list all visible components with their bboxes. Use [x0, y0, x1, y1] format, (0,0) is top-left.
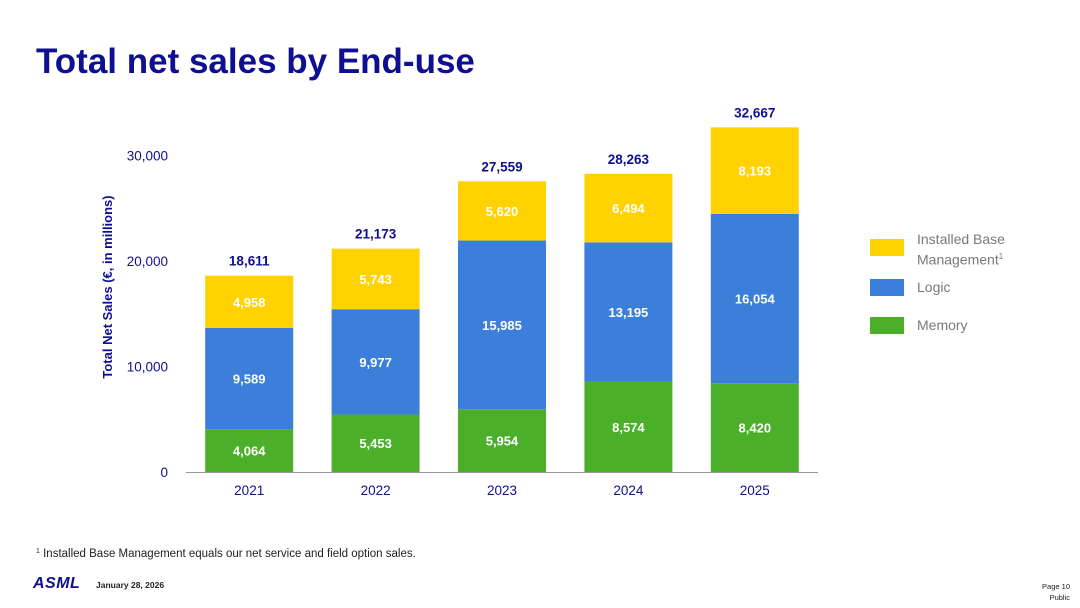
bar-installed-base-management-2022 [331, 248, 420, 310]
value-label-logic-2024: 13,195 [609, 305, 649, 320]
page-info: Page 10 Public [1042, 581, 1070, 603]
x-tick-label-2021: 2021 [234, 483, 264, 498]
value-label-installed-base-management-2022: 5,743 [359, 272, 392, 287]
legend-label-memory: Memory [917, 317, 968, 333]
legend-swatch-logic [870, 279, 904, 296]
y-tick-labels-group: 0 10,000 20,000 30,000 [127, 149, 168, 481]
legend-label-line2: Management [917, 251, 999, 268]
bar-memory-2022 [331, 414, 420, 472]
footnote-text: Installed Base Management equals our net… [43, 548, 416, 560]
legend-label-installed-base: Installed Base Management1 [917, 231, 1005, 269]
bar-logic-2025 [710, 213, 799, 384]
bar-logic-2024 [584, 242, 673, 382]
legend-swatch-installed-base [870, 239, 904, 256]
total-label-2024: 28,263 [608, 152, 650, 167]
x-tick-label-2022: 2022 [361, 483, 391, 498]
legend-label-line1: Installed Base [917, 231, 1005, 247]
footnote: 1 Installed Base Management equals our n… [36, 548, 416, 560]
total-label-2022: 21,173 [355, 227, 397, 242]
y-axis-title: Total Net Sales (€, in millions) [100, 195, 115, 378]
value-label-logic-2023: 15,985 [482, 318, 522, 333]
x-tick-label-2023: 2023 [487, 483, 517, 498]
page-title: Total net sales by End-use [36, 42, 475, 81]
total-labels-group: 18,611 21,173 27,559 28,263 32,667 [229, 105, 776, 268]
value-label-memory-2025: 8,420 [739, 421, 772, 436]
value-label-memory-2024: 8,574 [612, 420, 645, 435]
value-label-installed-base-management-2024: 6,494 [612, 201, 645, 216]
legend-swatch-memory [870, 317, 904, 334]
value-label-logic-2022: 9,977 [359, 355, 392, 370]
bar-installed-base-management-2023 [458, 181, 546, 241]
value-label-logic-2025: 16,054 [735, 291, 776, 306]
x-tick-label-2025: 2025 [740, 483, 770, 498]
x-tick-label-2024: 2024 [613, 483, 644, 498]
bar-installed-base-management-2021 [205, 275, 294, 328]
footnote-marker: 1 [36, 548, 40, 555]
value-label-installed-base-management-2021: 4,958 [233, 295, 266, 310]
value-label-installed-base-management-2025: 8,193 [739, 164, 772, 179]
bar-logic-2023 [458, 240, 546, 410]
legend-footnote-marker: 1 [998, 252, 1004, 261]
bar-logic-2021 [205, 327, 294, 430]
value-label-memory-2023: 5,954 [486, 434, 519, 449]
bar-installed-base-management-2024 [584, 173, 673, 243]
value-label-memory-2022: 5,453 [359, 436, 392, 451]
y-tick-label-30000: 30,000 [127, 149, 168, 164]
value-labels-group: 4,064 9,589 4,958 5,453 9,977 5,743 5,954 15,98… [233, 164, 776, 459]
bar-logic-2022 [331, 309, 420, 415]
total-label-2021: 18,611 [229, 254, 270, 269]
bar-memory-2021 [205, 429, 294, 472]
presentation-date: January 28, 2026 [96, 580, 165, 590]
value-label-logic-2021: 9,589 [233, 372, 266, 387]
bar-memory-2023 [458, 409, 546, 472]
bars-group [205, 127, 799, 472]
x-tick-labels-group: 2021 2022 2023 2024 2025 [234, 483, 770, 498]
asml-logo: ASML [33, 575, 81, 592]
total-label-2025: 32,667 [734, 105, 775, 120]
y-tick-label-20000: 20,000 [127, 254, 168, 269]
legend-label-logic: Logic [917, 279, 951, 295]
total-label-2023: 27,559 [481, 159, 522, 174]
bar-memory-2024 [584, 381, 673, 472]
bar-memory-2025 [710, 383, 799, 472]
value-label-installed-base-management-2023: 5,620 [486, 204, 519, 219]
y-tick-label-10000: 10,000 [127, 360, 168, 375]
bar-installed-base-management-2025 [710, 127, 799, 214]
page-number: Page 10 [1042, 582, 1070, 591]
value-label-memory-2021: 4,064 [233, 444, 266, 459]
classification-label: Public [1049, 593, 1070, 602]
y-tick-label-0: 0 [160, 465, 168, 480]
